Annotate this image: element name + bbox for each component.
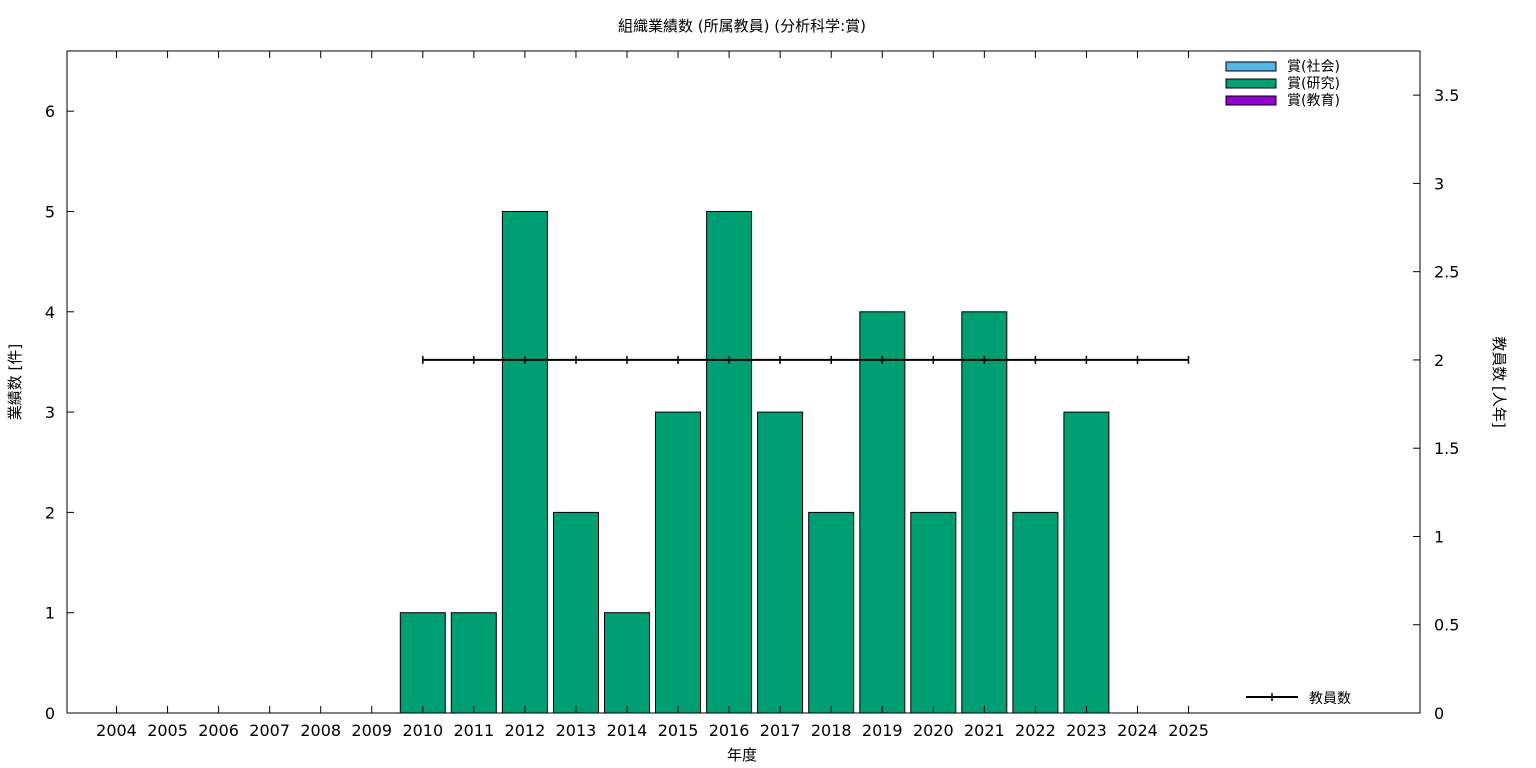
x-tick-label: 2018 (811, 721, 852, 740)
bar-2022-series-1 (1012, 511, 1059, 714)
legend-label-1: 賞(研究) (1287, 76, 1340, 92)
x-tick-label: 2016 (709, 721, 750, 740)
bar-2014-series-1 (604, 612, 650, 714)
x-tick-label: 2008 (300, 721, 341, 740)
bar-2023-series-1 (1063, 411, 1110, 714)
x-tick-label: 2007 (249, 721, 290, 740)
x-tick-label: 2021 (964, 721, 1005, 740)
x-tick-label: 2014 (607, 721, 648, 740)
y2-tick-label: 2.5 (1434, 263, 1459, 282)
legend-label-2: 賞(教育) (1287, 93, 1340, 109)
bar-2021-series-1 (961, 311, 1008, 714)
legend-swatch-2 (1225, 95, 1277, 106)
y-axis-label: 業績数 [件] (6, 344, 24, 420)
bar-2018-series-1 (808, 511, 855, 714)
x-tick-label: 2019 (862, 721, 903, 740)
y-tick-label: 5 (45, 202, 55, 221)
y-tick-label: 4 (45, 303, 55, 322)
y-tick-label: 6 (45, 102, 55, 121)
y2-tick-label: 0.5 (1434, 616, 1459, 635)
x-tick-label: 2011 (453, 721, 494, 740)
bar-2019-series-1 (859, 311, 906, 714)
teacher-count-line (422, 355, 1190, 364)
x-tick-label: 2017 (760, 721, 801, 740)
x-tick-label: 2024 (1117, 721, 1158, 740)
legend-swatch-0 (1225, 61, 1277, 72)
x-tick-label: 2010 (402, 721, 443, 740)
axis-ticks: 0 1 2 3 4 5 6 0 0.5 1 1.5 2 2.5 3 3.5 2004 2005 2006 2007 2… (45, 51, 1459, 740)
y2-tick-label: 3.5 (1434, 86, 1459, 105)
x-tick-label: 2006 (198, 721, 239, 740)
bar-2015-series-1 (655, 411, 701, 714)
bar-2010-series-1 (399, 612, 446, 714)
x-tick-label: 2022 (1015, 721, 1056, 740)
x-axis-label: 年度 (727, 746, 757, 764)
y2-tick-label: 1.5 (1434, 439, 1459, 458)
y2-tick-label: 3 (1434, 174, 1444, 193)
y-tick-label: 1 (45, 604, 55, 623)
bar-2017-series-1 (757, 411, 804, 714)
y-tick-label: 0 (45, 704, 55, 723)
y-tick-label: 2 (45, 503, 55, 522)
bars (399, 211, 1110, 714)
y2-axis-label: 教員数 [人年] (1490, 336, 1508, 427)
legend-swatch-1 (1225, 78, 1277, 89)
legend: 賞(社会)賞(研究)賞(教育) 教員数 (1225, 59, 1351, 707)
x-tick-label: 2005 (147, 721, 188, 740)
legend-label-teacher-count: 教員数 (1309, 691, 1351, 707)
x-tick-label: 2012 (505, 721, 546, 740)
y-tick-label: 3 (45, 403, 55, 422)
x-tick-label: 2013 (556, 721, 597, 740)
y2-tick-label: 0 (1434, 704, 1444, 723)
x-tick-label: 2009 (351, 721, 392, 740)
bar-2020-series-1 (910, 511, 957, 714)
bar-2013-series-1 (553, 511, 599, 714)
x-tick-label: 2025 (1168, 721, 1209, 740)
x-tick-label: 2004 (96, 721, 137, 740)
y2-tick-label: 1 (1434, 527, 1444, 546)
x-tick-label: 2020 (913, 721, 954, 740)
legend-label-0: 賞(社会) (1287, 59, 1340, 75)
y2-tick-label: 2 (1434, 351, 1444, 370)
bar-2012-series-1 (501, 211, 548, 714)
plot-frame (66, 50, 1421, 714)
x-tick-label: 2023 (1066, 721, 1107, 740)
bar-2011-series-1 (450, 612, 497, 714)
chart-title: 組織業績数 (所属教員) (分析科学:賞) (618, 17, 866, 35)
x-tick-label: 2015 (658, 721, 699, 740)
bar-2016-series-1 (706, 211, 753, 714)
